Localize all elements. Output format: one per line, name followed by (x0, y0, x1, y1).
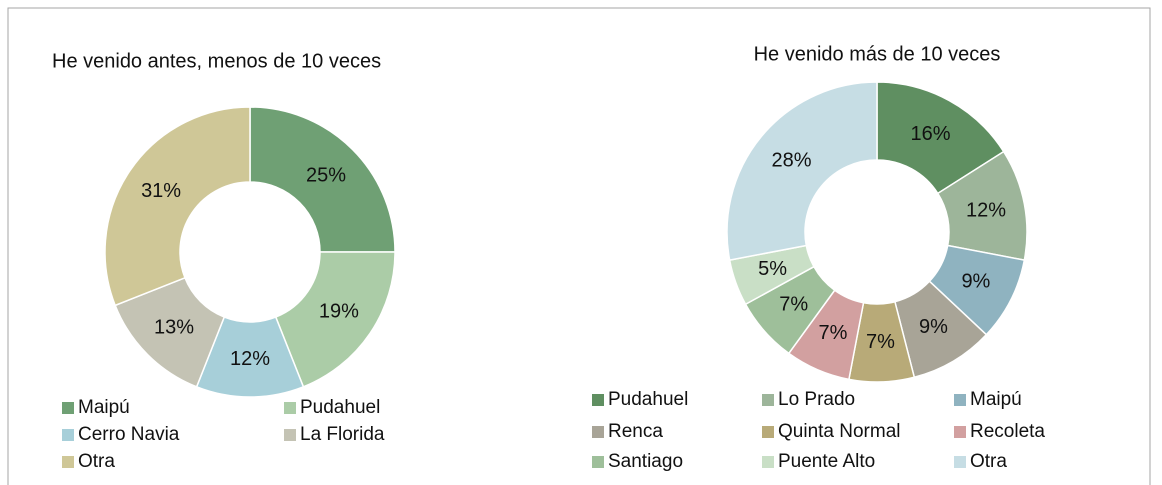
legend-swatch (62, 429, 74, 441)
legend-swatch (954, 426, 966, 438)
legend-label: Maipú (78, 397, 130, 418)
data-label: 13% (154, 316, 194, 338)
legend-swatch (592, 426, 604, 438)
legend-swatch (62, 456, 74, 468)
legend-swatch (954, 394, 966, 406)
donut-slice (274, 251, 396, 388)
data-label: 25% (306, 164, 346, 186)
data-label: 28% (771, 150, 811, 172)
frame (7, 7, 1151, 485)
data-label: 9% (961, 271, 990, 293)
donut-slice (726, 81, 878, 261)
donut-slice (104, 106, 251, 307)
data-label: 12% (966, 199, 1006, 221)
legend-swatch (592, 456, 604, 468)
legend-label: Cerro Navia (78, 424, 180, 445)
legend-label: Santiago (608, 451, 683, 472)
chart-title: He venido antes, menos de 10 veces (52, 50, 381, 72)
legend-label: Lo Prado (778, 389, 855, 410)
legend-swatch (762, 426, 774, 438)
legend-label: Puente Alto (778, 451, 875, 472)
data-label: 12% (230, 348, 270, 370)
legend-swatch (592, 394, 604, 406)
data-label: 7% (818, 322, 847, 344)
legend-label: Otra (970, 451, 1007, 472)
data-label: 16% (910, 123, 950, 145)
data-label: 19% (319, 301, 359, 323)
legend-swatch (762, 456, 774, 468)
legend-swatch (62, 402, 74, 414)
legend-swatch (954, 456, 966, 468)
legend-swatch (284, 429, 296, 441)
legend-label: Renca (608, 421, 663, 442)
donut-slice (249, 106, 396, 253)
legend-label: Recoleta (970, 421, 1045, 442)
data-label: 9% (919, 316, 948, 338)
legend-label: La Florida (300, 424, 385, 445)
data-label: 31% (141, 180, 181, 202)
legend-label: Otra (78, 451, 115, 472)
chart-title: He venido más de 10 veces (754, 43, 1001, 65)
legend-label: Pudahuel (300, 397, 380, 418)
legend-label: Pudahuel (608, 389, 688, 410)
legend-label: Maipú (970, 389, 1022, 410)
legend-label: Quinta Normal (778, 421, 901, 442)
data-label: 7% (779, 294, 808, 316)
data-label: 5% (758, 258, 787, 280)
legend-swatch (284, 402, 296, 414)
legend-swatch (762, 394, 774, 406)
data-label: 7% (866, 331, 895, 353)
